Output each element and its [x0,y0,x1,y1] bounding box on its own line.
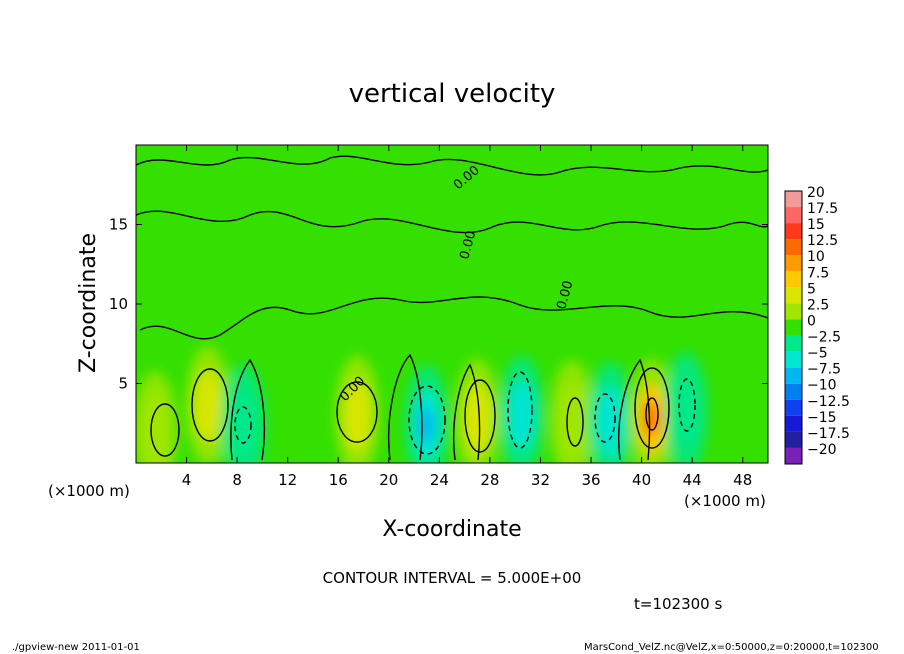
contour-line [136,210,768,234]
contour-line [234,406,252,444]
field-blob [671,376,700,449]
field-blob [463,382,492,455]
contour-line [634,367,670,449]
colorbar-cell [785,383,802,400]
contour-line [645,397,659,431]
y-tick-label: 15 [109,216,128,234]
colorbar-cell [785,367,802,384]
colorbar-label: 2.5 [807,297,829,313]
contour-line [230,358,266,461]
x-axis-label: X-coordinate [382,517,521,542]
colorbar-cell [785,319,802,336]
colorbar-cell [785,351,802,368]
colorbar-cell [785,431,802,448]
contour-line [408,385,446,455]
colorbar-label: 17.5 [807,201,838,217]
y-tick-label: 10 [109,295,128,313]
colorbar-cell [785,287,802,304]
x-tick-label: 20 [379,471,398,489]
colorbar-cell [785,239,802,256]
x-tick-label: 16 [329,471,348,489]
contour-interval-text: CONTOUR INTERVAL = 5.000E+00 [323,569,582,587]
colorbar-cell [785,271,802,288]
colorbar-label: 5 [807,281,816,297]
x-tick-label: 4 [182,471,192,489]
colorbar-cell [785,335,802,352]
colorbar-cell [785,191,802,208]
field-blob [418,406,435,443]
colorbar-label: 15 [807,217,825,233]
chart-title: vertical velocity [349,79,556,109]
y-tick-label: 5 [118,375,128,393]
x-tick-label: 48 [733,471,752,489]
footer-left: ./gpview-new 2011-01-01 [12,642,140,653]
contour-line [150,403,180,457]
contour-labels: 0.00 0.00 0.00 0.00 [337,163,576,405]
footer-right: MarsCond_VelZ.nc@VelZ,x=0:50000,z=0:2000… [584,642,879,653]
field-blob [507,379,536,452]
colorbar-label: −2.5 [807,330,841,346]
colorbar-label: −15 [807,410,837,426]
field-blob [194,369,223,442]
colorbar: 2017.51512.5107.552.50−2.5−5−7.5−10−12.5… [784,185,850,465]
colorbar-cell [785,447,802,464]
colorbar-cell [785,255,802,272]
plot-area [136,145,768,463]
colorbar-cell [785,415,802,432]
colorbar-label: 20 [807,185,825,201]
colorbar-label: −5 [807,346,828,362]
field-blob [596,385,624,458]
x-tick-label: 36 [581,471,600,489]
contour-line [594,393,616,443]
colorbar-cell [785,399,802,416]
colorbar-label: 0 [807,313,816,329]
x-tick-label: 28 [480,471,499,489]
contour-label: 0.00 [554,279,576,311]
time-text: t=102300 s [634,595,722,613]
contour-line [191,368,229,442]
colorbar-cell [785,207,802,224]
x-tick-label: 44 [683,471,702,489]
colorbar-frame [784,190,803,465]
field-blob [229,388,258,461]
field-blob [140,395,169,463]
contour-label: 0.00 [457,229,479,261]
x-unit-right: (×1000 m) [684,492,766,510]
colorbar-label: 12.5 [807,233,838,249]
contour-line [388,353,423,461]
colorbar-label: 7.5 [807,265,829,281]
x-tick-label: 32 [531,471,550,489]
colorbar-label: −12.5 [807,394,850,410]
x-tick-label: 8 [232,471,242,489]
colorbar-label: −17.5 [807,426,850,442]
colorbar-label: −10 [807,378,837,394]
contour-line [136,155,768,176]
contour-line [464,379,496,453]
colorbar-cell [785,223,802,240]
contour-line [678,378,696,432]
colorbar-label: 10 [807,249,825,265]
contour-line [618,358,651,461]
colorbar-cell [785,303,802,320]
y-axis-label: Z-coordinate [76,233,101,373]
x-unit-left: (×1000 m) [48,482,130,500]
contour-line [139,296,768,340]
x-tick-label: 12 [278,471,297,489]
contour-line [336,381,378,443]
contour-line [566,397,584,447]
field-blob [343,379,372,452]
contour-line [507,371,533,449]
x-tick-label: 40 [632,471,651,489]
contour-line [452,363,481,461]
colorbar-label: −7.5 [807,362,841,378]
colorbar-label: −20 [807,442,837,458]
x-tick-label: 24 [430,471,449,489]
